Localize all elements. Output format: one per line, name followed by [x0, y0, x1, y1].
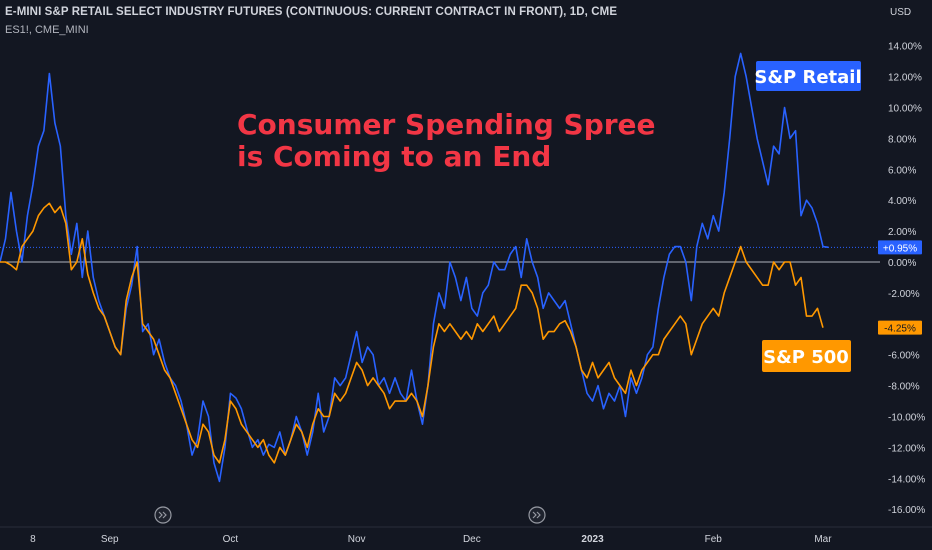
series-line-sp500	[0, 202, 824, 464]
series-line-sp-retail	[0, 52, 829, 483]
y-tick-label: -8.00%	[888, 382, 920, 393]
last-value-tag: -4.25%	[884, 324, 916, 335]
y-tick-label: -10.00%	[888, 413, 925, 424]
event-marker-2-circle[interactable]	[528, 506, 546, 524]
annotation-line-1: Consumer Spending Spree	[237, 108, 656, 141]
last-value-tag-bg	[878, 240, 922, 255]
y-tick-label: 12.00%	[888, 73, 922, 84]
y-tick-label: 10.00%	[888, 104, 922, 115]
legend-box-retail	[756, 61, 861, 91]
legend-box-sp500	[762, 340, 851, 372]
price-axis[interactable]: 14.00% 12.00% 10.00% 8.00% 6.00% 4.00% 2.00% 0.…	[888, 42, 925, 517]
x-tick-label: 8	[30, 534, 36, 545]
y-tick-label: -6.00%	[888, 351, 920, 362]
y-tick-label: 4.00%	[888, 196, 916, 207]
y-tick-label: 2.00%	[888, 227, 916, 238]
x-tick-label: Feb	[705, 534, 723, 545]
y-tick-label: 8.00%	[888, 134, 916, 145]
x-tick-label: Nov	[348, 534, 366, 545]
x-tick-label: Sep	[101, 534, 119, 545]
annotation-line-2: is Coming to an End	[237, 140, 551, 173]
legend-label-retail: S&P Retail	[754, 61, 862, 91]
last-value-tags: +0.95% -4.25%	[878, 240, 922, 335]
x-tick-label: Dec	[463, 534, 481, 545]
legend-label-sp500: S&P 500	[762, 340, 851, 372]
y-tick-label: -2.00%	[888, 289, 920, 300]
last-value-tag-bg	[878, 320, 922, 335]
fast-forward-icon	[158, 511, 167, 519]
legend-text-retail: S&P Retail	[754, 67, 861, 88]
y-tick-label: -14.00%	[888, 474, 925, 485]
x-tick-label: Oct	[223, 534, 239, 545]
symbol-subtitle: ES1!, CME_MINI	[5, 24, 89, 36]
y-tick-label: 14.00%	[888, 42, 922, 53]
x-tick-label: 2023	[581, 534, 604, 545]
chart-title: E-MINI S&P RETAIL SELECT INDUSTRY FUTURE…	[5, 6, 618, 18]
time-axis[interactable]: 8 Sep Oct Nov Dec 2023 Feb Mar	[30, 534, 832, 545]
y-tick-label: 6.00%	[888, 165, 916, 176]
legend-text-sp500: S&P 500	[763, 347, 849, 368]
event-marker-1-circle[interactable]	[154, 506, 172, 524]
series-group	[0, 52, 880, 483]
currency-label: USD	[890, 7, 911, 18]
event-marker-1[interactable]	[154, 506, 172, 524]
y-tick-label: 0.00%	[888, 258, 916, 269]
event-marker-2[interactable]	[528, 506, 546, 524]
y-tick-label: -12.00%	[888, 443, 925, 454]
last-value-tag: +0.95%	[883, 243, 917, 254]
x-tick-label: Mar	[814, 534, 832, 545]
fast-forward-icon	[532, 511, 541, 519]
y-tick-label: -16.00%	[888, 505, 925, 516]
